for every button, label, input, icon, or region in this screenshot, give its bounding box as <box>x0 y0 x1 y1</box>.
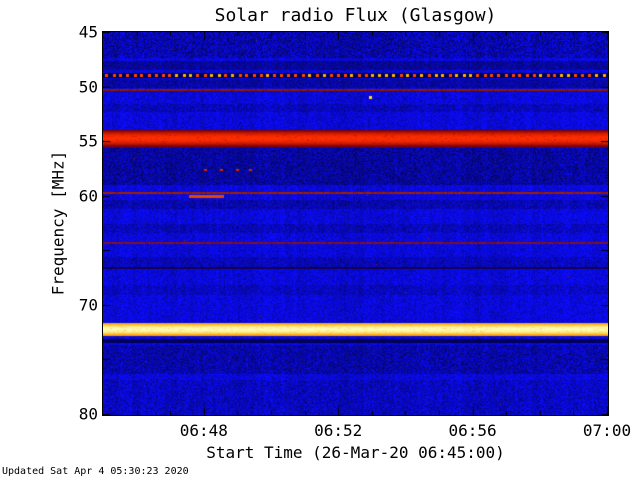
y-axis-label: Frequency [MHz] <box>48 150 68 296</box>
y-tick-label: 70 <box>78 295 98 315</box>
spectrogram-canvas <box>103 32 608 415</box>
y-tick-label: 80 <box>78 404 98 424</box>
chart-title: Solar radio Flux (Glasgow) <box>214 5 497 26</box>
y-tick-label: 60 <box>78 186 98 206</box>
x-tick-label: 07:00 <box>582 421 632 440</box>
x-tick-label: 06:52 <box>314 421 363 440</box>
y-tick-label: 45 <box>78 22 98 42</box>
y-tick-label: 55 <box>78 131 98 151</box>
x-axis-label: Start Time (26-Mar-20 06:45:00) <box>206 443 505 462</box>
updated-timestamp: Updated Sat Apr 4 05:30:23 2020 <box>2 466 189 477</box>
y-tick-label: 50 <box>78 77 98 97</box>
x-tick-label: 06:48 <box>179 421 228 440</box>
x-tick-label: 06:56 <box>448 421 497 440</box>
